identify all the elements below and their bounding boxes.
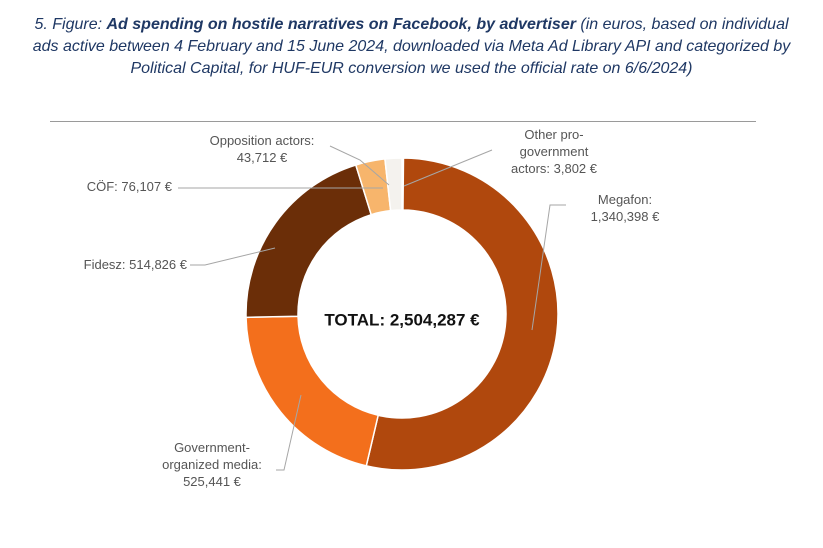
caption-prefix: 5. Figure: [34,16,107,33]
slice-opposition [384,157,403,212]
leader-gov_media [276,394,302,471]
label-cof-line: CÖF: 76,107 € [87,179,173,194]
label-megafon-line: 1,340,398 € [591,209,660,224]
label-gov_media-line: 525,441 € [183,474,242,489]
leader-megafon [531,204,566,331]
label-opposition: Opposition actors: 43,712 € [210,133,315,165]
slice-gov_media [245,315,380,467]
label-megafon-line: Megafon: [598,192,652,207]
label-other-line: actors: 3,802 € [511,161,598,176]
total-label: TOTAL: 2,504,287 € [324,310,480,329]
labels-group: Other pro-government actors: 3,802 € Megaf… [84,127,660,489]
leader-opposition [329,145,390,186]
caption-title: Ad spending on hostile narratives on Fac… [106,16,576,33]
figure-caption: 5. Figure: Ad spending on hostile narrat… [20,14,803,80]
label-other-line: Other pro- [524,127,583,142]
caption-divider [50,121,756,122]
slice-megafon [365,157,559,471]
label-fidesz-line: Fidesz: 514,826 € [84,257,188,272]
label-cof: CÖF: 76,107 € [87,179,173,194]
label-other: Other pro-government actors: 3,802 € [511,127,598,176]
label-opposition-line: 43,712 € [237,150,288,165]
label-gov_media: Government-organized media: 525,441 € [162,440,262,489]
leader-other [403,149,493,187]
label-gov_media-line: organized media: [162,457,262,472]
slices-group [245,157,559,471]
label-gov_media-line: Government- [174,440,250,455]
leader-fidesz [190,247,276,266]
label-fidesz: Fidesz: 514,826 € [84,257,188,272]
label-megafon: Megafon: 1,340,398 € [591,192,660,224]
label-opposition-line: Opposition actors: [210,133,315,148]
leaders-group [178,145,566,471]
label-other-line: government [520,144,589,159]
caption-rest: (in euros, based on individual ads activ… [32,16,791,77]
